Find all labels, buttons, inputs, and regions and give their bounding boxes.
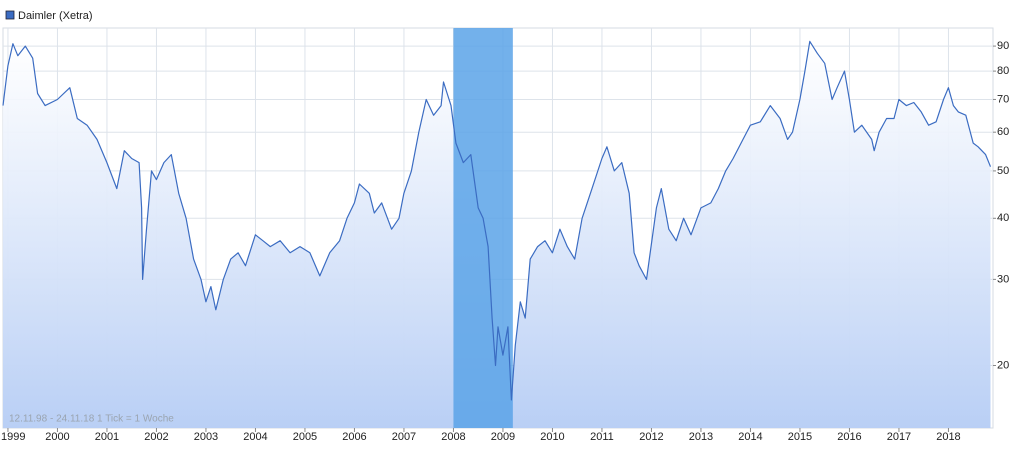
x-tick-label: 2009 <box>491 431 515 443</box>
x-tick-label: 2002 <box>144 431 168 443</box>
x-tick-label: 2014 <box>738 431 762 443</box>
x-tick-label: 2006 <box>342 431 366 443</box>
line <box>2 40 992 401</box>
legend: Daimler (Xetra) <box>5 10 93 22</box>
y-tick-label: 40 <box>997 212 1009 224</box>
x-tick-label: 2013 <box>689 431 713 443</box>
x-tick-label: 2005 <box>293 431 317 443</box>
y-tick-label: 80 <box>997 65 1009 77</box>
footnote: 12.11.98 - 24.11.18 1 Tick = 1 Woche <box>9 414 174 425</box>
y-tick-label: 50 <box>997 165 1009 177</box>
x-tick-label: 2017 <box>887 431 911 443</box>
area <box>3 41 991 429</box>
x-tick-label: 2011 <box>590 431 614 443</box>
x-tick-label: 1999 <box>1 431 25 443</box>
x-tick-label: 2000 <box>45 431 69 443</box>
x-tick-label: 2008 <box>441 431 465 443</box>
legend-label: Daimler (Xetra) <box>18 10 93 22</box>
y-tick-label: 70 <box>997 93 1009 105</box>
legend-swatch <box>5 10 15 20</box>
x-tick-label: 2018 <box>936 431 960 443</box>
x-tick-label: 2001 <box>95 431 119 443</box>
y-tick-label: 30 <box>997 273 1009 285</box>
x-tick-label: 2007 <box>392 431 416 443</box>
y-tick-label: 90 <box>997 40 1009 52</box>
x-tick-label: 2016 <box>837 431 861 443</box>
x-tick-label: 2004 <box>243 431 267 443</box>
x-tick-label: 2010 <box>540 431 564 443</box>
x-tick-label: 2003 <box>194 431 218 443</box>
x-tick-label: 2015 <box>788 431 812 443</box>
y-tick-label: 20 <box>997 359 1009 371</box>
x-tick-label: 2012 <box>639 431 663 443</box>
highlight-band <box>453 28 513 428</box>
y-tick-label: 60 <box>997 126 1009 138</box>
